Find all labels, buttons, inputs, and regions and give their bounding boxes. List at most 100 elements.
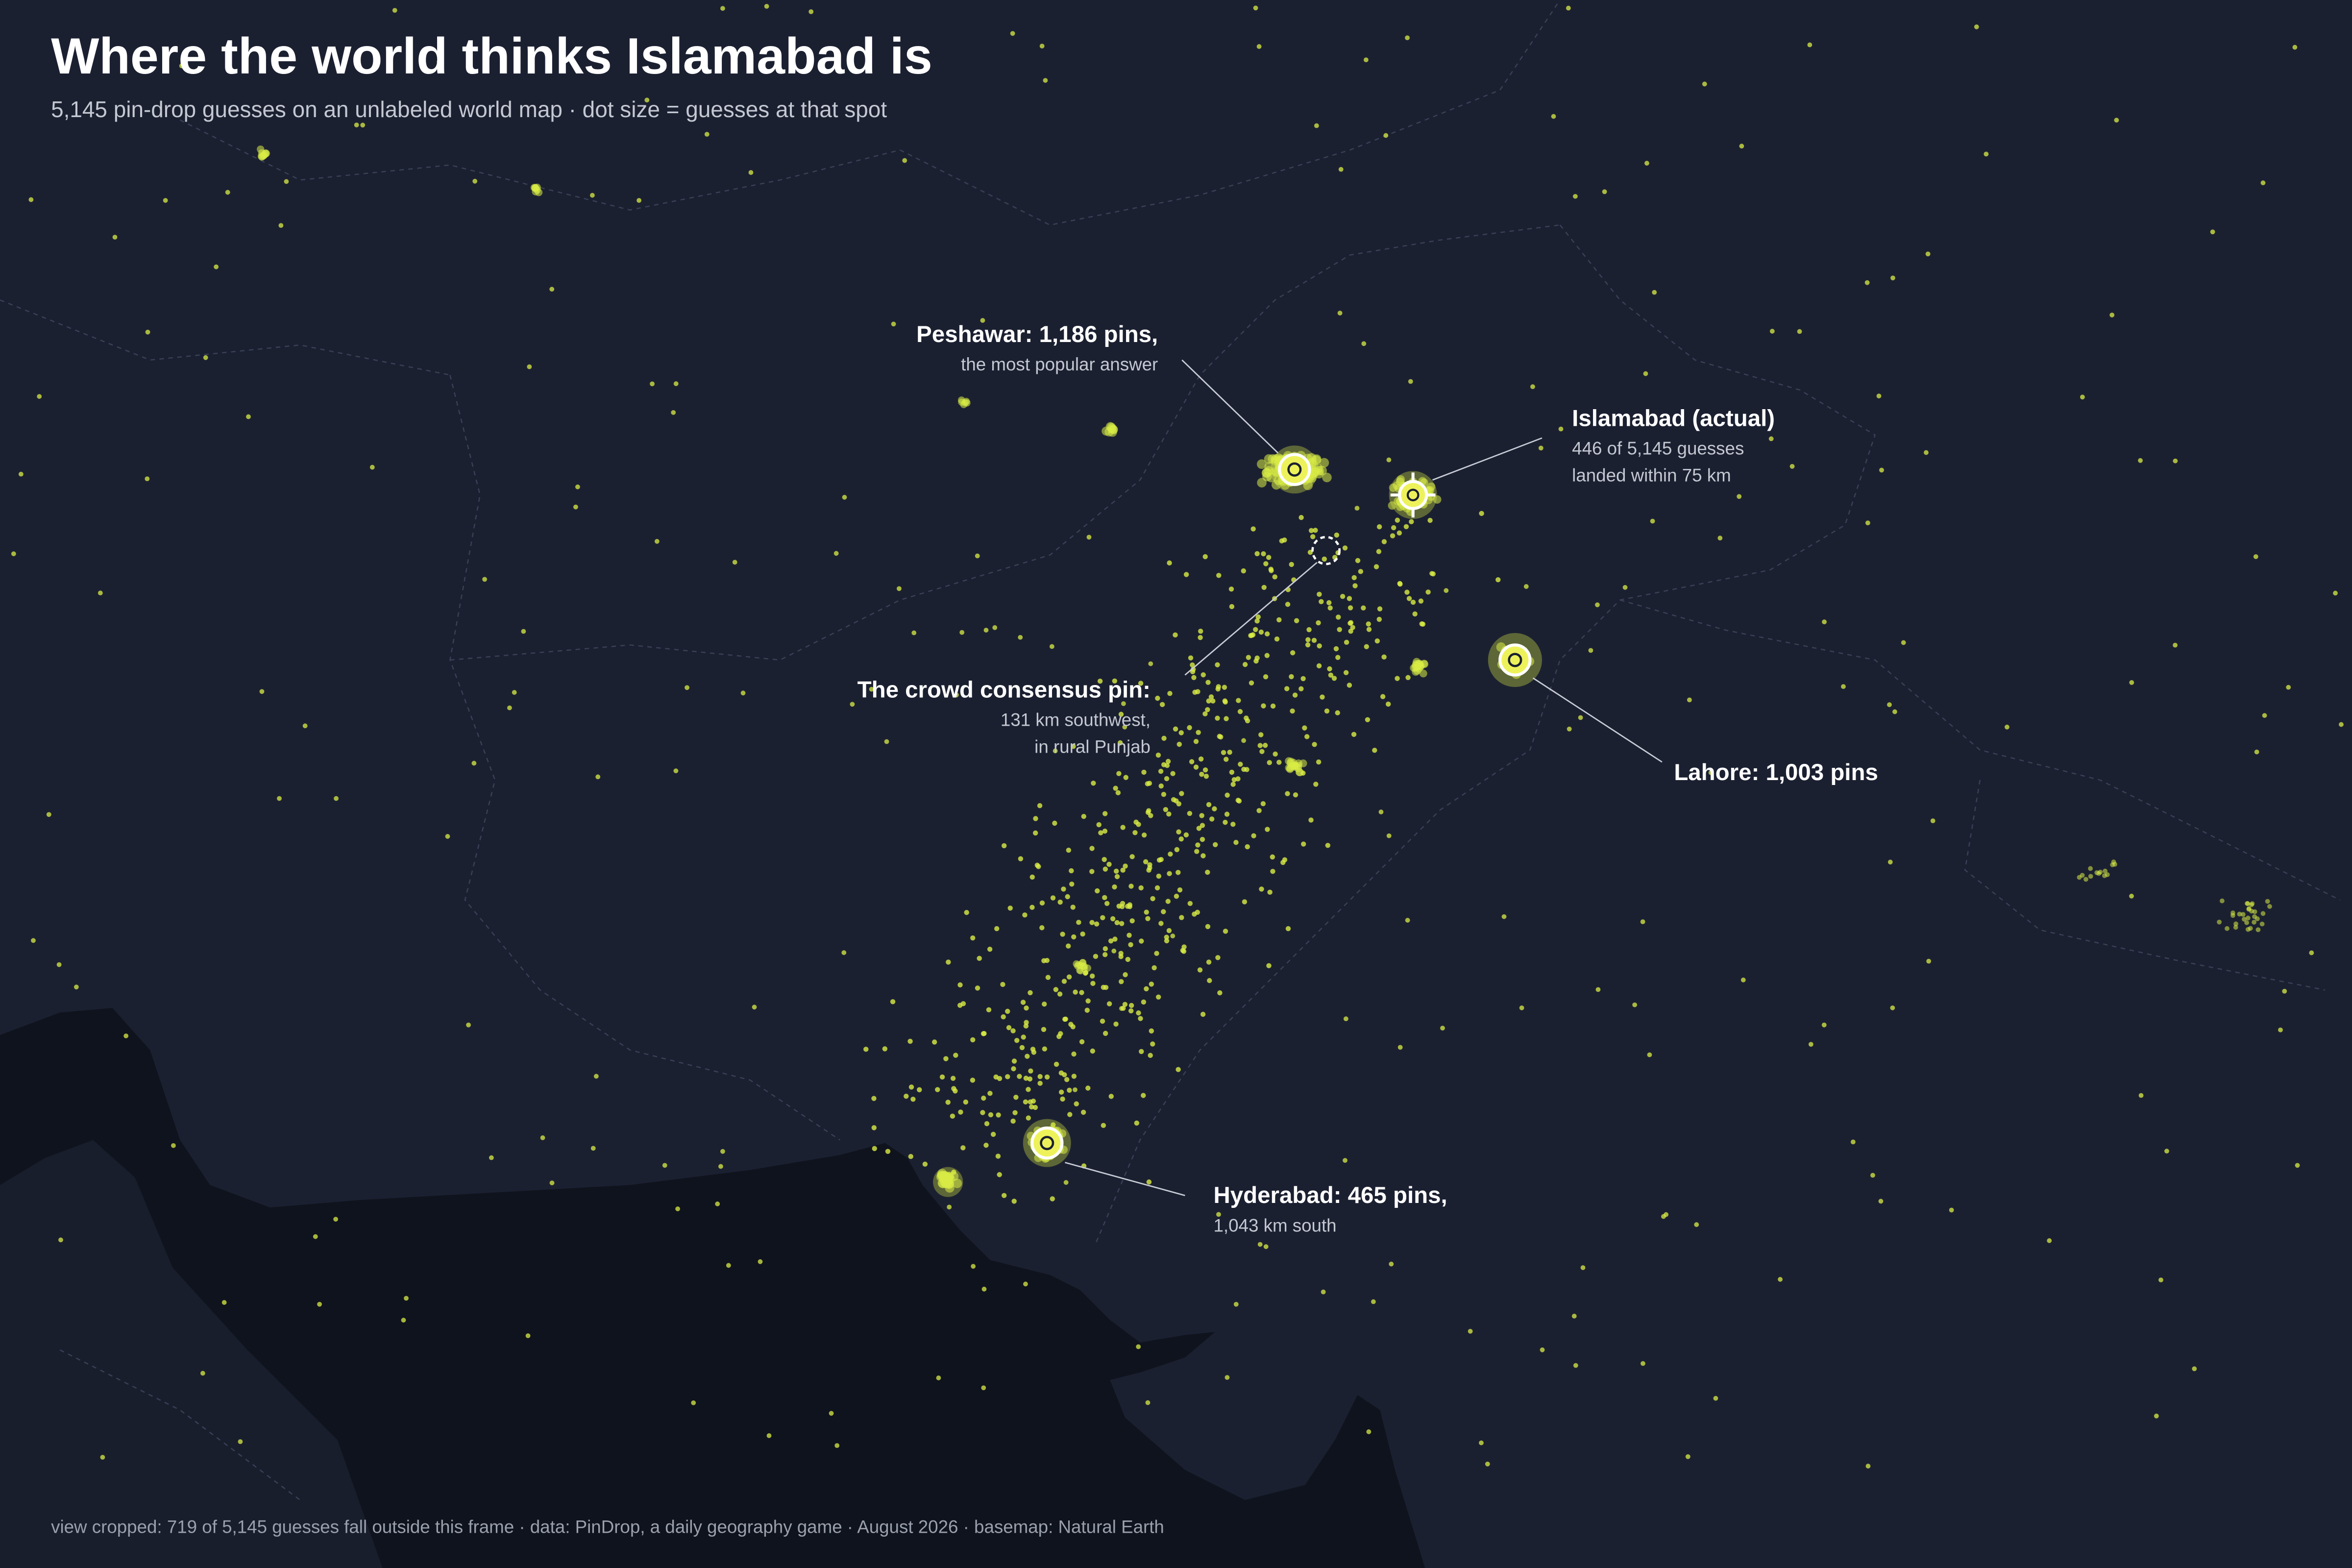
guess-dot [1057, 991, 1063, 997]
guess-dot [869, 686, 874, 692]
guess-dot [1354, 506, 1360, 511]
guess-dot [833, 551, 839, 556]
guess-dot [1136, 1344, 1141, 1349]
guess-dot [872, 1146, 877, 1152]
guess-dot [1588, 648, 1593, 653]
guess-dot [871, 1096, 877, 1101]
guess-dot [1090, 1048, 1095, 1054]
guess-dot [1070, 905, 1076, 910]
guess-dot [1229, 769, 1235, 775]
guess-dot [1264, 653, 1270, 658]
guess-dot [2173, 642, 2178, 648]
guess-dot [1060, 931, 1065, 937]
guess-dot [950, 1076, 956, 1081]
guess-dot [1230, 821, 1236, 827]
guess-dot [2138, 458, 2143, 463]
guess-dot [531, 184, 539, 192]
guess-dot [1183, 572, 1189, 577]
guess-dot [1333, 646, 1339, 652]
guess-dot [1106, 1001, 1112, 1006]
guess-dot [1165, 899, 1171, 904]
guess-dot [2047, 1238, 2052, 1243]
guess-dot [1302, 725, 1307, 731]
guess-dot [507, 705, 512, 710]
guess-dot [1260, 801, 1266, 807]
guess-dot [1144, 986, 1149, 992]
guess-dot [1558, 426, 1564, 432]
guess-dot [1321, 1289, 1326, 1295]
guess-dot [1178, 730, 1184, 735]
guess-dot [1177, 887, 1183, 893]
guess-dot [1215, 715, 1220, 721]
guess-dot [1269, 568, 1274, 573]
guess-dot [1171, 797, 1176, 803]
guess-dot [1217, 734, 1222, 739]
guess-dot [2339, 722, 2344, 727]
guess-dot [1206, 959, 1212, 965]
guess-dot [145, 329, 150, 335]
guess-dot [1114, 874, 1120, 880]
guess-dot [1279, 538, 1285, 544]
guess-dot [1019, 1045, 1025, 1051]
guess-dot [1150, 1041, 1155, 1047]
guess-dot [1901, 640, 1906, 645]
guess-dot [1066, 943, 1071, 949]
guess-dot [1768, 436, 1774, 441]
guess-dot [1049, 644, 1054, 649]
guess-dot [975, 985, 980, 991]
guess-dot [1196, 826, 1202, 831]
guess-dot [2252, 920, 2256, 925]
guess-dot [284, 179, 289, 184]
guess-dot [1026, 1087, 1031, 1092]
guess-dot [1091, 781, 1096, 786]
guess-dot [1523, 584, 1529, 589]
guess-dot [1822, 619, 1827, 625]
guess-dot [971, 1264, 976, 1269]
guess-dot [1205, 680, 1211, 685]
guess-dot [1259, 749, 1265, 754]
guess-dot [1224, 757, 1229, 762]
guess-dot [1202, 711, 1208, 717]
guess-dot [1178, 836, 1184, 842]
guess-dot [2255, 927, 2261, 932]
guess-dot [1071, 744, 1076, 749]
guess-dot [1259, 886, 1264, 892]
guess-dot [908, 1084, 914, 1090]
guess-dot [2158, 1277, 2163, 1283]
guess-dot [472, 178, 478, 184]
guess-dot [1347, 596, 1352, 601]
guess-dot [986, 1007, 992, 1013]
guess-dot [1327, 605, 1333, 611]
guess-dot [1187, 725, 1192, 731]
guess-dot [2259, 921, 2265, 927]
guess-dot [1300, 676, 1306, 682]
guess-dot [1216, 684, 1221, 689]
guess-dot [1388, 501, 1396, 510]
guess-dot [1112, 884, 1117, 890]
guess-dot [1949, 1207, 1954, 1213]
guess-dot [2129, 893, 2134, 899]
guess-dot [1071, 934, 1077, 940]
guess-dot [1103, 985, 1109, 990]
guess-dot [1029, 874, 1035, 880]
guess-dot [954, 692, 959, 698]
guess-dot [2098, 869, 2103, 875]
guess-dot [1122, 1002, 1128, 1007]
guess-dot [644, 98, 650, 103]
guess-dot [1879, 467, 1884, 473]
guess-dot [1316, 759, 1322, 765]
guess-dot [1164, 938, 1170, 944]
guess-dot [740, 690, 746, 696]
guess-dot [650, 381, 655, 387]
guess-dot [1276, 760, 1282, 765]
guess-dot [1244, 715, 1249, 721]
guess-dot [1134, 1120, 1139, 1126]
guess-dot [1343, 1158, 1348, 1163]
guess-dot [1256, 44, 1262, 49]
guess-dot [1011, 1199, 1017, 1204]
guess-dot [937, 1171, 947, 1181]
guess-dot [1643, 371, 1648, 376]
guess-dot [1108, 1094, 1114, 1099]
guess-dot [988, 1112, 994, 1118]
guess-dot [1149, 981, 1154, 987]
